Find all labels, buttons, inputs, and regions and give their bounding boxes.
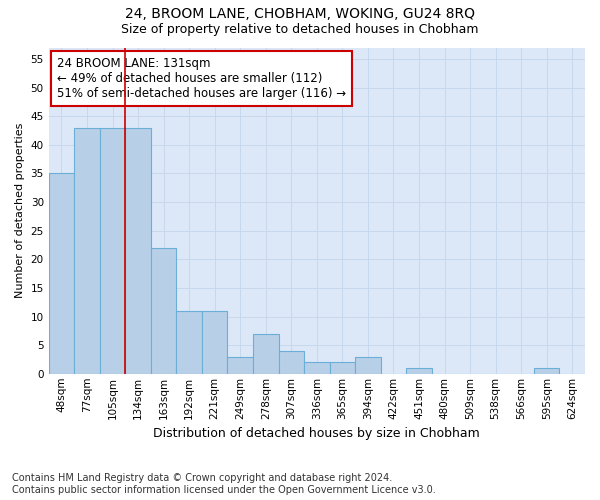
- Bar: [534, 368, 559, 374]
- Text: Size of property relative to detached houses in Chobham: Size of property relative to detached ho…: [121, 22, 479, 36]
- Y-axis label: Number of detached properties: Number of detached properties: [15, 123, 25, 298]
- Bar: [304, 362, 329, 374]
- Bar: [125, 128, 151, 374]
- Text: 24, BROOM LANE, CHOBHAM, WOKING, GU24 8RQ: 24, BROOM LANE, CHOBHAM, WOKING, GU24 8R…: [125, 8, 475, 22]
- Bar: [74, 128, 100, 374]
- X-axis label: Distribution of detached houses by size in Chobham: Distribution of detached houses by size …: [154, 427, 480, 440]
- Bar: [355, 356, 380, 374]
- Bar: [151, 248, 176, 374]
- Bar: [227, 356, 253, 374]
- Bar: [49, 174, 74, 374]
- Bar: [406, 368, 432, 374]
- Bar: [100, 128, 125, 374]
- Text: Contains HM Land Registry data © Crown copyright and database right 2024.
Contai: Contains HM Land Registry data © Crown c…: [12, 474, 436, 495]
- Bar: [253, 334, 278, 374]
- Text: 24 BROOM LANE: 131sqm
← 49% of detached houses are smaller (112)
51% of semi-det: 24 BROOM LANE: 131sqm ← 49% of detached …: [57, 58, 346, 100]
- Bar: [329, 362, 355, 374]
- Bar: [202, 311, 227, 374]
- Bar: [278, 351, 304, 374]
- Bar: [176, 311, 202, 374]
